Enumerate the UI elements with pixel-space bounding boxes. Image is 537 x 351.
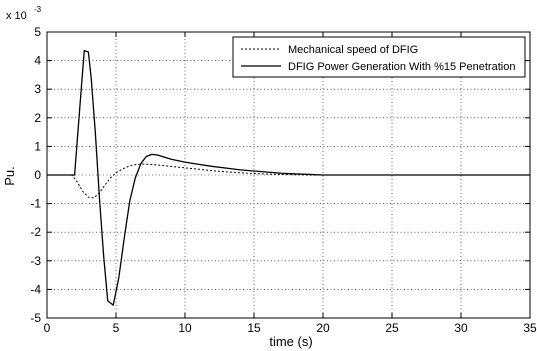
y-tick-label: -4 (30, 282, 41, 296)
y-tick-label: -5 (30, 311, 41, 325)
series-line-2 (47, 49, 530, 306)
legend-box (232, 36, 526, 78)
y-exponent-base: x 10 (6, 10, 27, 22)
y-tick-label: 0 (34, 168, 41, 182)
y-axis-label: Pu. (2, 166, 17, 186)
y-tick-label: -1 (30, 197, 41, 211)
y-tick-label: 4 (34, 54, 41, 68)
x-tick-label: 20 (316, 321, 330, 335)
y-tick-label: -2 (30, 225, 41, 239)
x-tick-label: 15 (247, 321, 261, 335)
x-tick-label: 30 (454, 321, 468, 335)
y-tick-label: 5 (34, 25, 41, 39)
y-tick-label: 1 (34, 139, 41, 153)
x-tick-label: 5 (113, 321, 120, 335)
x-tick-label: 35 (523, 321, 537, 335)
y-exponent: -3 (34, 5, 42, 14)
legend: Mechanical speed of DFIG DFIG Power Gener… (232, 36, 526, 78)
y-tick-label: 2 (34, 111, 41, 125)
series-group (47, 49, 530, 306)
x-axis-label: time (s) (269, 334, 312, 349)
x-tick-label: 0 (44, 321, 51, 335)
legend-label-2: DFIG Power Generation With %15 Penetrati… (288, 61, 515, 73)
y-tick-label: -3 (30, 254, 41, 268)
y-tick-label: 3 (34, 82, 41, 96)
x-tick-label: 25 (385, 321, 399, 335)
x-tick-label: 10 (178, 321, 192, 335)
legend-label-1: Mechanical speed of DFIG (288, 44, 418, 56)
